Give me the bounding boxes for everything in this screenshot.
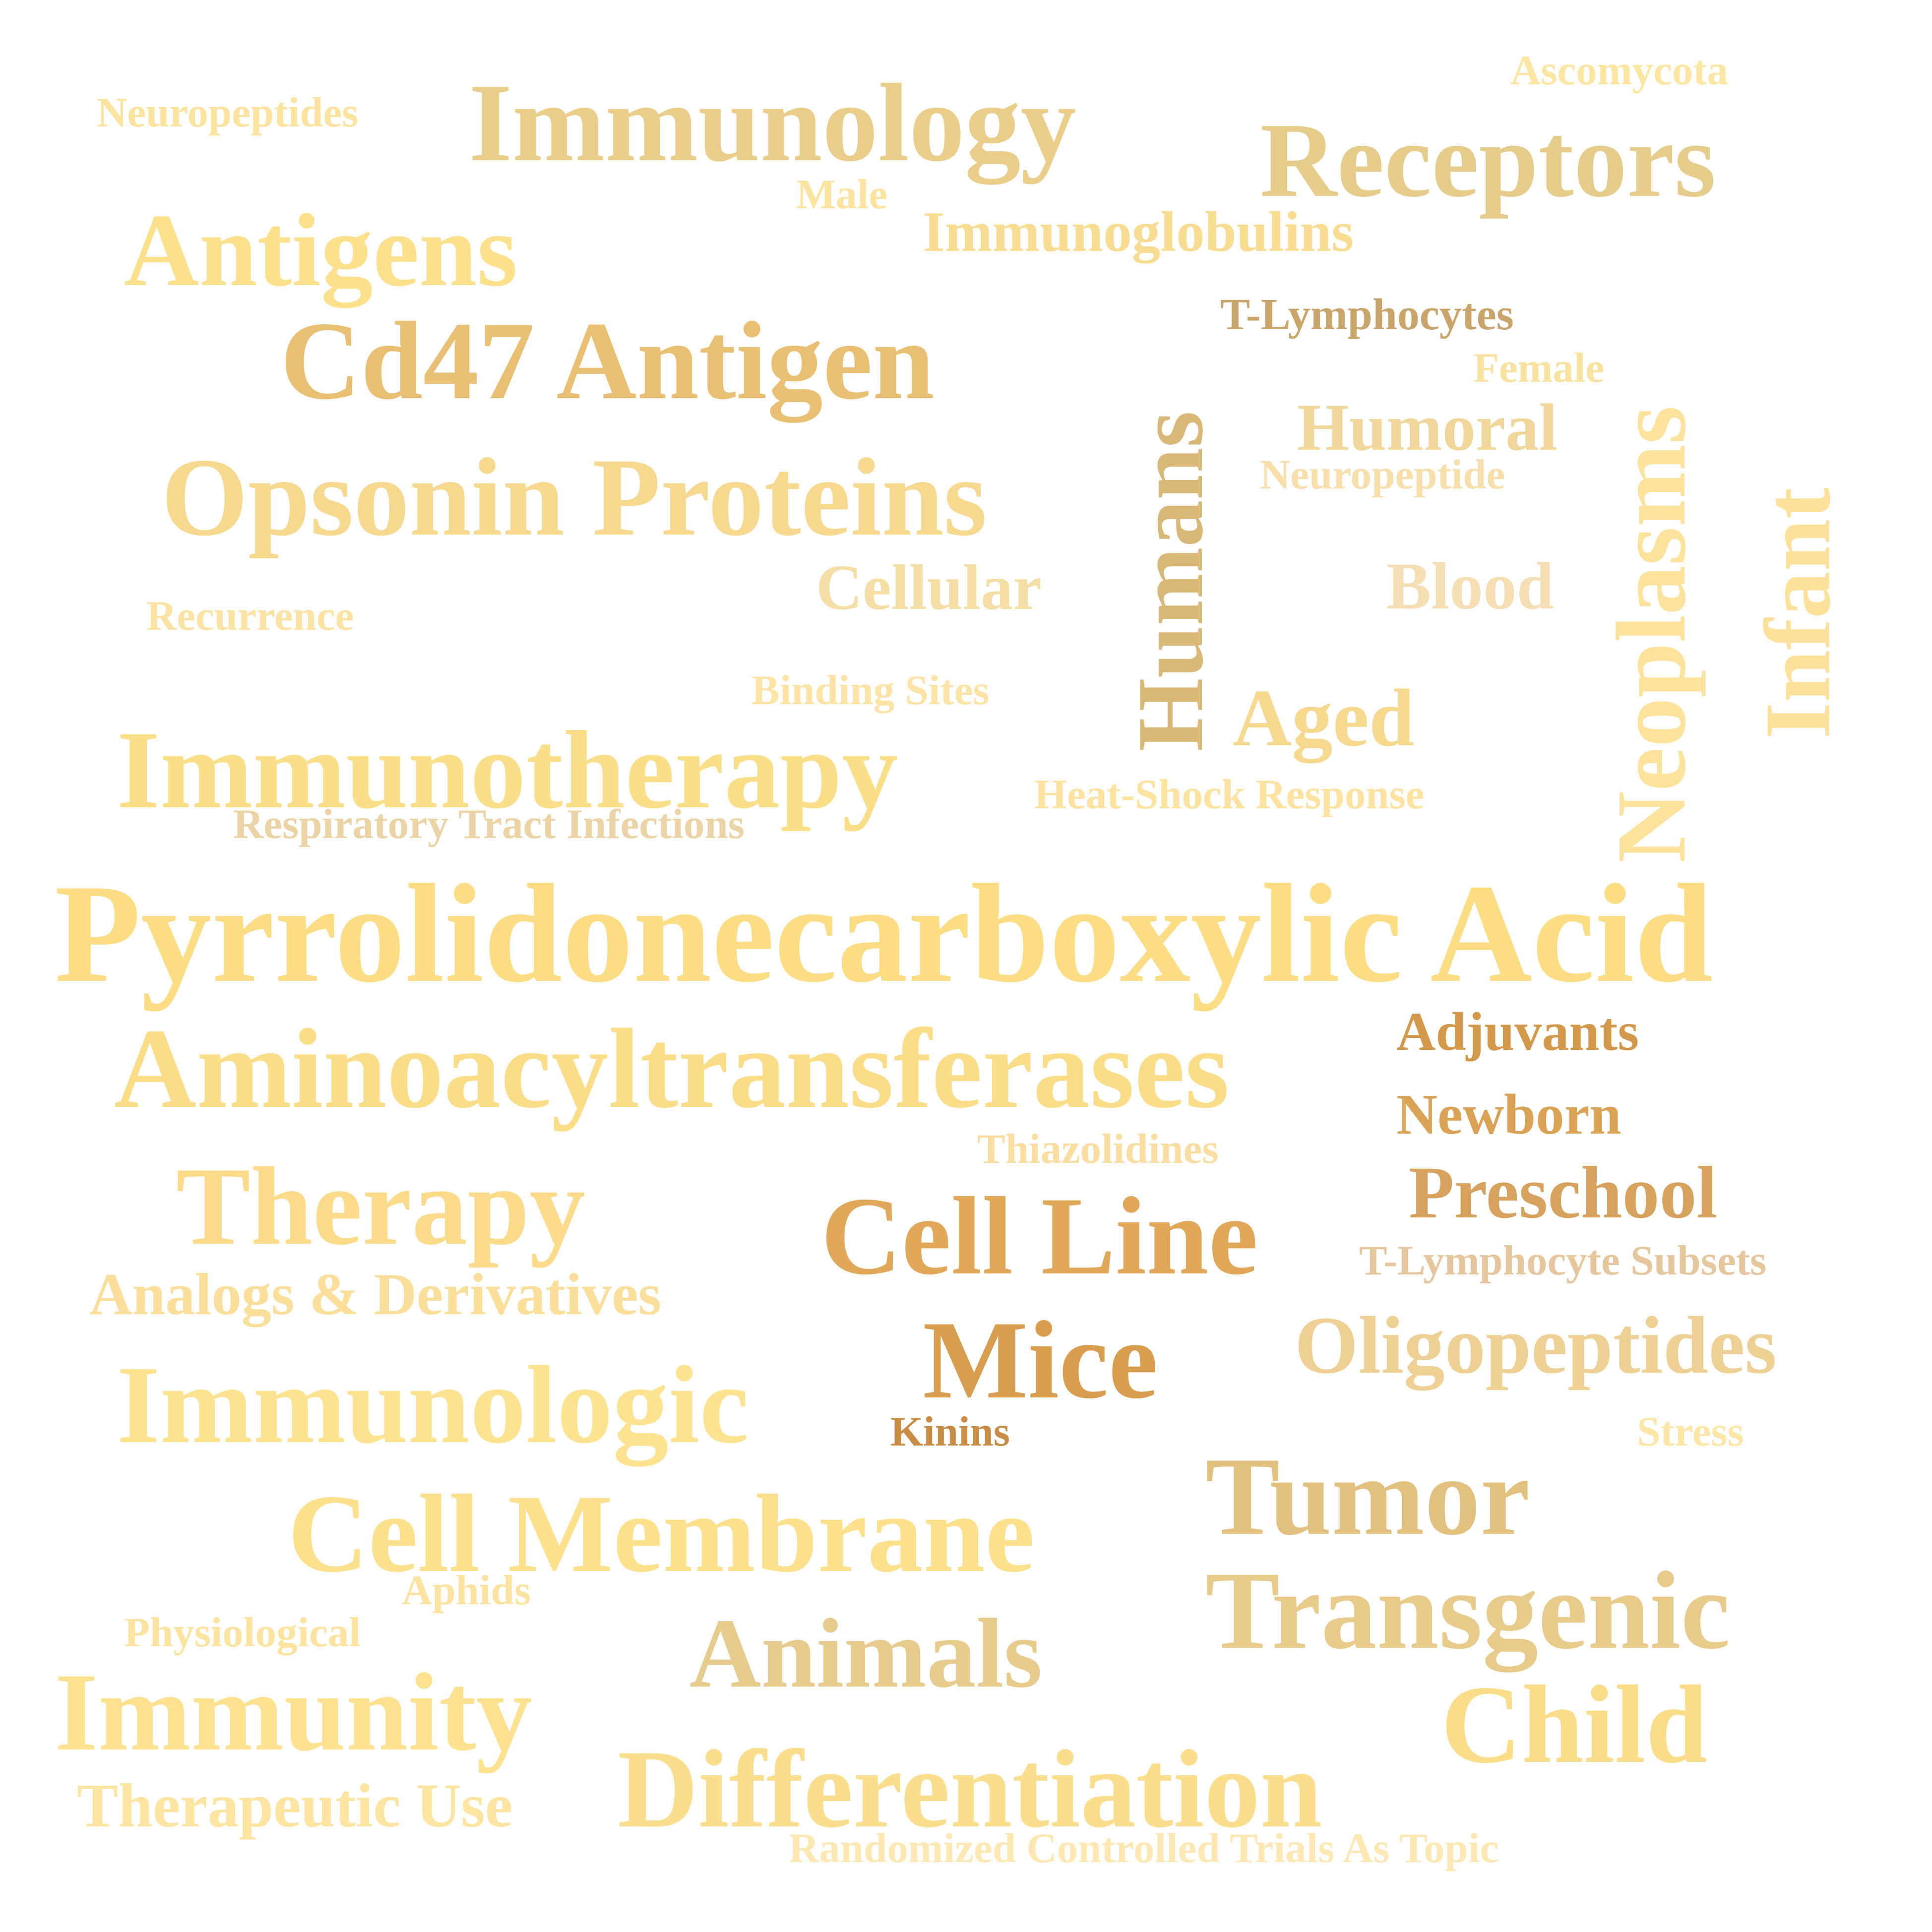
word-humoral: Humoral: [1297, 391, 1558, 465]
word-binding-sites: Binding Sites: [751, 667, 990, 714]
word-neuropeptide: Neuropeptide: [1260, 451, 1505, 498]
word-cell-membrane: Cell Membrane: [288, 1471, 1035, 1595]
word-stress: Stress: [1637, 1408, 1744, 1455]
word-pyrrolidonecarboxylic-acid: Pyrrolidonecarboxylic Acid: [55, 855, 1713, 1012]
word-ascomycota: Ascomycota: [1510, 47, 1729, 94]
word-adjuvants: Adjuvants: [1396, 1001, 1639, 1062]
word-analogs-derivatives: Analogs & Derivatives: [89, 1261, 662, 1327]
word-randomized-controlled-trials-as-topic: Randomized Controlled Trials As Topic: [789, 1825, 1499, 1872]
word-humans: Humans: [1119, 411, 1223, 751]
word-opsonin-proteins: Opsonin Proteins: [161, 435, 987, 559]
word-aphids: Aphids: [402, 1567, 531, 1614]
word-immunotherapy: Immunotherapy: [117, 708, 898, 832]
word-oligopeptides: Oligopeptides: [1295, 1300, 1777, 1390]
word-therapy: Therapy: [176, 1144, 586, 1268]
word-newborn: Newborn: [1396, 1083, 1621, 1146]
word-tumor: Tumor: [1205, 1434, 1530, 1558]
word-respiratory-tract-infections: Respiratory Tract Infections: [233, 801, 745, 847]
word-differentiation: Differentiation: [618, 1727, 1322, 1851]
word-cell-line: Cell Line: [821, 1174, 1258, 1298]
word-aged: Aged: [1233, 672, 1415, 763]
word-blood: Blood: [1386, 549, 1554, 623]
word-cd47-antigen: Cd47 Antigen: [280, 299, 935, 423]
word-neuropeptides: Neuropeptides: [97, 89, 359, 136]
word-t-lymphocyte-subsets: T-Lymphocyte Subsets: [1359, 1237, 1767, 1284]
word-immunity: Immunity: [55, 1650, 532, 1774]
word-immunoglobulins: Immunoglobulins: [923, 200, 1354, 263]
word-transgenic: Transgenic: [1205, 1548, 1731, 1672]
word-animals: Animals: [689, 1599, 1043, 1708]
word-cellular: Cellular: [816, 552, 1042, 623]
word-male: Male: [796, 171, 888, 218]
word-physiological: Physiological: [124, 1609, 361, 1656]
word-therapeutic-use: Therapeutic Use: [77, 1772, 513, 1840]
word-t-lymphocytes: T-Lymphocytes: [1220, 290, 1514, 339]
word-receptors: Receptors: [1260, 101, 1716, 219]
word-aminoacyltransferases: Aminoacyltransferases: [114, 1005, 1230, 1132]
word-female: Female: [1473, 345, 1605, 391]
word-heat-shock-response: Heat-Shock Response: [1034, 771, 1425, 818]
word-infant: Infant: [1746, 487, 1850, 739]
word-neoplasms: Neoplasms: [1597, 405, 1706, 863]
word-kinins: Kinins: [890, 1408, 1010, 1455]
word-child: Child: [1441, 1662, 1708, 1786]
word-immunology: Immunology: [469, 60, 1077, 184]
word-mice: Mice: [923, 1298, 1158, 1422]
word-thiazolidines: Thiazolidines: [977, 1126, 1219, 1172]
word-antigens: Antigens: [124, 193, 518, 308]
word-recurrence: Recurrence: [146, 593, 354, 639]
word-immunologic: Immunologic: [117, 1342, 749, 1466]
word-preschool: Preschool: [1409, 1151, 1718, 1234]
